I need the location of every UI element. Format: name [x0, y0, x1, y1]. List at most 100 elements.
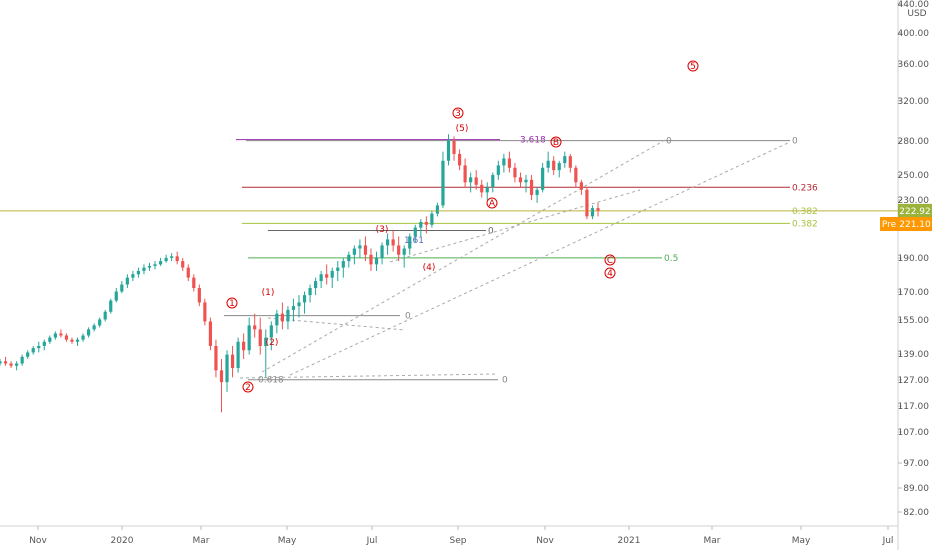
time-tick-label: Nov: [29, 536, 47, 546]
premarket-tag: [880, 217, 898, 231]
candle-body: [358, 245, 362, 249]
candle-body: [457, 153, 462, 166]
candle-body: [347, 254, 351, 262]
wave-label: (1): [262, 288, 275, 298]
candle-body: [158, 261, 163, 265]
candle-body: [452, 140, 456, 154]
price-level-label: 0.382: [792, 219, 818, 229]
candle-body: [75, 339, 80, 342]
candle-body: [247, 325, 251, 351]
price-tick-label: 360.00: [898, 60, 930, 70]
candle-body: [496, 165, 500, 175]
candle-body: [109, 300, 113, 312]
candle-body: [131, 274, 135, 278]
candle-body: [596, 208, 600, 211]
candle-body: [463, 165, 467, 183]
price-level-label: 0: [405, 312, 411, 322]
wave-label: (2): [266, 338, 279, 348]
price-level-label: 0: [666, 137, 672, 147]
time-tick-label: Mar: [704, 536, 721, 546]
candle-body: [103, 311, 107, 320]
time-tick-label: Mar: [193, 536, 210, 546]
price-tick-label: 280.00: [898, 137, 930, 147]
candle-body: [114, 291, 118, 301]
wave-label: 3: [455, 109, 461, 119]
candle-body: [441, 160, 445, 206]
candle-body: [369, 254, 373, 265]
candle-body: [214, 345, 218, 371]
candle-body: [31, 348, 35, 353]
candle-body: [225, 354, 229, 383]
wave-label: 1: [229, 299, 235, 309]
candle-body: [529, 179, 534, 195]
candle-body: [59, 333, 63, 336]
wave-label-circle: [486, 197, 498, 209]
candle-body: [408, 236, 412, 249]
candle-body: [341, 261, 345, 268]
premarket-price: 221.10: [899, 220, 931, 230]
candle-body: [86, 329, 91, 336]
wave-label: B: [553, 138, 559, 148]
candle-body: [3, 361, 8, 364]
candle-body: [363, 245, 368, 255]
candle-body: [330, 270, 334, 278]
candle-body: [568, 156, 572, 168]
candle-body: [253, 325, 257, 330]
price-tick-label: 440.00: [898, 0, 930, 10]
price-level-label: 0: [502, 376, 508, 386]
candle-body: [563, 156, 567, 164]
candle-body: [269, 325, 273, 338]
wave-label: (4): [423, 263, 436, 273]
candle-body: [380, 245, 384, 258]
candle-body: [142, 267, 146, 271]
wave-label: 5: [690, 62, 696, 72]
trend-line: [267, 317, 406, 331]
candle-body: [419, 221, 423, 228]
candle-body: [552, 160, 556, 171]
time-tick-label: May: [792, 536, 811, 546]
price-level-label: 0.382: [792, 207, 818, 217]
price-tick-label: 190.00: [898, 254, 930, 264]
wave-label-circle: [242, 381, 254, 393]
candle-body: [264, 337, 268, 346]
candle-body: [170, 256, 174, 258]
price-tick-label: 97.00: [903, 459, 929, 469]
candle-body: [136, 270, 141, 275]
price-level-label: 0.618: [258, 376, 284, 386]
candle-body: [314, 281, 318, 289]
price-tick-label: 107.00: [898, 428, 930, 438]
candle-body: [585, 189, 589, 217]
premarket-badge: [898, 217, 932, 231]
candle-body: [413, 227, 417, 237]
candle-body: [286, 309, 290, 322]
wave-label-circle: [226, 297, 238, 309]
candle-body: [81, 335, 85, 340]
candle-body: [308, 288, 312, 296]
candle-body: [153, 264, 157, 266]
candle-body: [181, 261, 185, 268]
candle-body: [203, 302, 207, 322]
candle-body: [469, 177, 473, 183]
currency-label: USD: [907, 9, 926, 19]
candle-body: [502, 158, 506, 166]
price-level-label: 0: [488, 227, 494, 237]
candle-body: [546, 160, 550, 168]
candle-body: [0, 361, 2, 364]
candle-body: [424, 221, 428, 225]
price-tick-label: 155.00: [898, 316, 930, 326]
candle-body: [26, 352, 30, 357]
candle-body: [208, 321, 213, 346]
wave-label: 1.61: [404, 236, 424, 246]
wave-label: 2: [245, 383, 251, 393]
candle-body: [402, 248, 406, 255]
candle-body: [98, 319, 102, 326]
candle-body: [48, 337, 52, 342]
time-tick-label: 2020: [111, 536, 134, 546]
candle-body: [374, 257, 379, 265]
candle-body: [242, 341, 246, 351]
price-tick-label: 400.00: [898, 29, 930, 39]
candle-body: [579, 182, 583, 190]
wave-label-circle: [452, 107, 464, 119]
